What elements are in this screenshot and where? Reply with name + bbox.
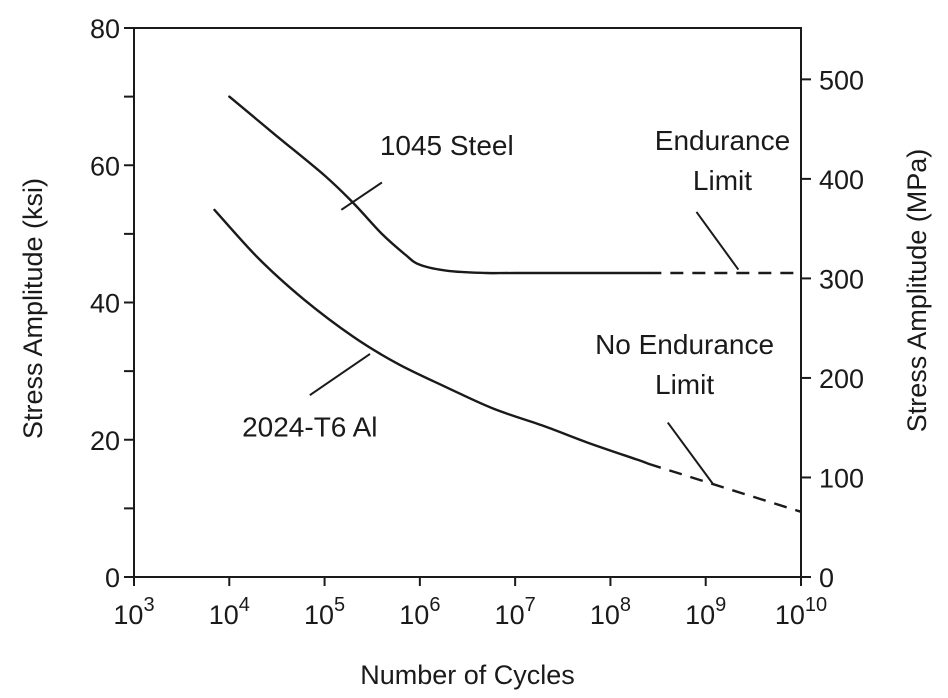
annotation-line: No Endurance — [595, 329, 774, 360]
annotation-line: Endurance — [655, 125, 790, 156]
y-right-tick-label: 300 — [819, 264, 864, 294]
x-tick-label: 107 — [495, 594, 536, 630]
x-tick-base: 10 — [399, 600, 429, 630]
x-tick-exponent: 10 — [805, 594, 827, 616]
x-tick-exponent: 8 — [620, 594, 631, 616]
leader-line-2024-t6-al — [309, 353, 371, 396]
x-tick-exponent: 9 — [715, 594, 726, 616]
y-left-tick-label: 20 — [90, 426, 120, 456]
annotation-2024-t6-al: 2024-T6 Al — [242, 411, 377, 442]
leader-line-1045-steel — [340, 181, 383, 211]
x-tick-label: 108 — [590, 594, 631, 630]
data-series — [213, 95, 802, 513]
annotation-line: Limit — [655, 369, 714, 400]
x-tick-exponent: 5 — [334, 594, 345, 616]
y-axis-title-right: Stress Amplitude (MPa) — [902, 149, 932, 433]
y-right-tick-label: 200 — [819, 364, 864, 394]
y-left-tick-label: 60 — [90, 151, 120, 181]
x-tick-base: 10 — [113, 600, 143, 630]
annotation-line: 1045 Steel — [380, 130, 514, 161]
x-tick-label: 103 — [113, 594, 154, 630]
x-axis-title: Number of Cycles — [360, 660, 575, 690]
x-tick-exponent: 6 — [429, 594, 440, 616]
leader-line-endurance-limit — [695, 211, 740, 271]
annotation-1045-steel: 1045 Steel — [380, 130, 514, 161]
axis-ticks: 103 104 105 106 107 108 109 1010020406080010020… — [90, 14, 864, 630]
series-line-1045-steel — [228, 95, 650, 275]
y-left-tick-label: 0 — [105, 563, 120, 593]
x-tick-label: 109 — [685, 594, 726, 630]
x-tick-base: 10 — [775, 600, 805, 630]
annotation-no-endurance-limit: No Endurance Limit — [595, 329, 774, 400]
y-axis-title-left: Stress Amplitude (ksi) — [18, 178, 48, 439]
plot-frame — [133, 27, 802, 578]
annotation-line: Limit — [693, 165, 752, 196]
y-right-tick-label: 400 — [819, 165, 864, 195]
y-right-tick-label: 100 — [819, 463, 864, 493]
x-tick-base: 10 — [304, 600, 334, 630]
x-tick-base: 10 — [209, 600, 239, 630]
x-tick-label: 104 — [209, 594, 250, 630]
x-tick-label: 105 — [304, 594, 345, 630]
annotation-endurance-limit: Endurance Limit — [655, 125, 790, 196]
leader-line-no-endurance-limit — [666, 422, 715, 485]
y-right-tick-label: 0 — [819, 563, 834, 593]
x-tick-base: 10 — [685, 600, 715, 630]
x-tick-label: 106 — [399, 594, 440, 630]
x-tick-label: 1010 — [775, 594, 827, 630]
x-tick-exponent: 3 — [143, 594, 154, 616]
x-tick-base: 10 — [590, 600, 620, 630]
annotation-line: 2024-T6 Al — [242, 411, 377, 442]
series-line-2024-t6-al — [213, 208, 650, 465]
y-left-tick-label: 80 — [90, 14, 120, 44]
x-tick-exponent: 7 — [525, 594, 536, 616]
x-tick-base: 10 — [495, 600, 525, 630]
y-left-tick-label: 40 — [90, 289, 120, 319]
series-extension-2024-t6-al — [647, 462, 802, 513]
x-tick-exponent: 4 — [239, 594, 250, 616]
y-right-tick-label: 500 — [819, 65, 864, 95]
